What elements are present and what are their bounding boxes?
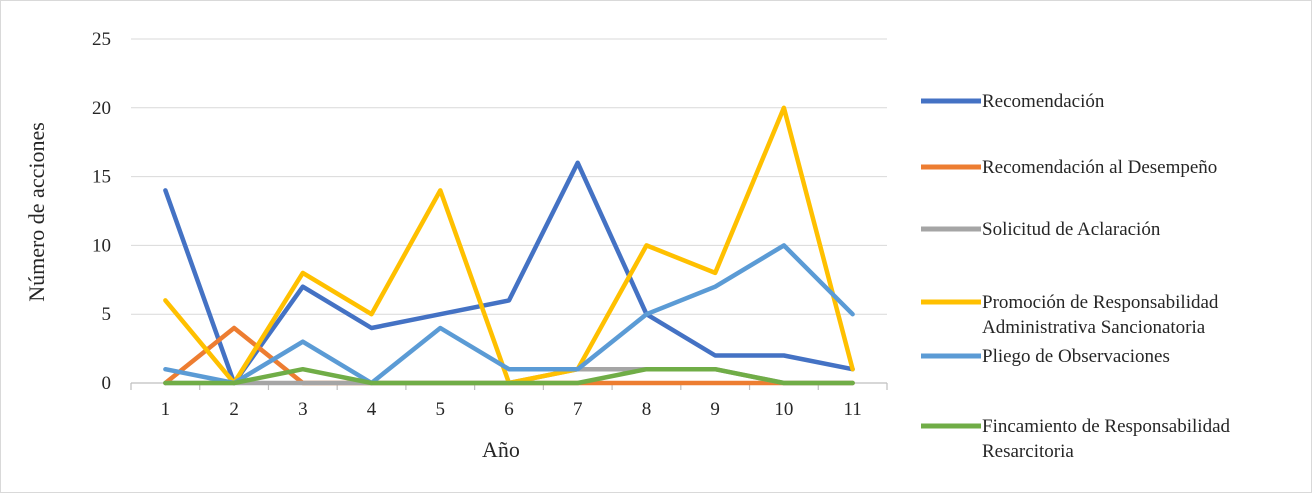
x-tick-label-5: 5 (436, 399, 446, 420)
legend-item-6: Fincamiento de Responsabilidad Resarcitor… (921, 416, 1231, 462)
x-tick-label-11: 11 (843, 399, 861, 420)
legend-label: Solicitud de Aclaración (982, 219, 1161, 240)
series-lines (163, 105, 855, 386)
legend: Recomendación Recomendación al Desempeño S… (921, 91, 1231, 462)
legend-label: Recomendación al Desempeño (982, 157, 1217, 178)
y-tick-label-15: 15 (92, 167, 111, 188)
legend-label: Promoción de Responsabilidad (982, 292, 1219, 313)
legend-label: Fincamiento de Responsabilidad (982, 416, 1231, 437)
legend-label: Pliego de Observaciones (982, 346, 1170, 367)
x-tick-label-7: 7 (573, 399, 583, 420)
x-tick-label-6: 6 (504, 399, 514, 420)
x-tick-label-9: 9 (710, 399, 720, 420)
legend-item-3: Solicitud de Aclaración (921, 219, 1161, 240)
y-tick-label-5: 5 (102, 304, 112, 325)
x-tick-label-2: 2 (229, 399, 239, 420)
gridlines (131, 38, 887, 315)
x-tick-label-4: 4 (367, 399, 377, 420)
y-tick-label-10: 10 (92, 235, 111, 256)
legend-item-1: Recomendación (921, 91, 1105, 112)
y-tick-label-25: 25 (92, 29, 111, 50)
x-tick-label-10: 10 (774, 399, 793, 420)
legend-item-2: Recomendación al Desempeño (921, 157, 1217, 178)
y-tick-label-0: 0 (102, 373, 112, 394)
x-tick-label-3: 3 (298, 399, 308, 420)
axes: 0 5 10 15 20 25 1 2 3 4 5 6 7 8 9 10 11 (92, 29, 888, 420)
legend-item-5: Pliego de Observaciones (921, 346, 1170, 367)
legend-label: Resarcitoria (982, 441, 1074, 462)
legend-item-4: Promoción de Responsabilidad Administrati… (921, 292, 1219, 338)
series-line-5 (163, 243, 855, 386)
series-line-1 (163, 160, 855, 386)
legend-label: Recomendación (982, 91, 1105, 112)
x-axis-title: Año (482, 437, 520, 462)
x-tick-label-8: 8 (642, 399, 652, 420)
x-tick-label-1: 1 (161, 399, 171, 420)
y-axis-title: Número de acciones (24, 122, 49, 302)
series-line-6 (163, 366, 855, 386)
y-tick-label-20: 20 (92, 98, 111, 119)
legend-label: Administrativa Sancionatoria (982, 317, 1206, 338)
